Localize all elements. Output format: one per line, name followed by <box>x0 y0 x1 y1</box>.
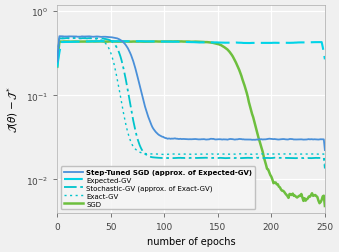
Line: Stochastic-GV (approx. of Exact-GV): Stochastic-GV (approx. of Exact-GV) <box>57 39 325 169</box>
Step-Tuned SGD (approx. of Expected-GV) <box>323 149 327 152</box>
Stochastic-GV (approx. of Exact-GV) <box>258 157 262 160</box>
SGD <box>215 43 219 46</box>
Exact-GV <box>237 153 241 156</box>
Exact-GV <box>57 37 61 40</box>
Expected-GV <box>218 42 222 45</box>
SGD <box>161 41 165 44</box>
Step-Tuned SGD (approx. of Expected-GV) <box>58 36 62 39</box>
Step-Tuned SGD (approx. of Expected-GV) <box>55 61 59 64</box>
Exact-GV <box>55 62 59 65</box>
Exact-GV <box>323 163 327 166</box>
Line: Step-Tuned SGD (approx. of Expected-GV): Step-Tuned SGD (approx. of Expected-GV) <box>57 37 325 150</box>
Stochastic-GV (approx. of Exact-GV) <box>215 157 219 160</box>
SGD <box>55 66 59 69</box>
Stochastic-GV (approx. of Exact-GV) <box>237 157 241 160</box>
Exact-GV <box>258 153 262 156</box>
Y-axis label: $\mathcal{J}(\theta) - \mathcal{J}^*$: $\mathcal{J}(\theta) - \mathcal{J}^*$ <box>5 86 20 133</box>
Expected-GV <box>139 41 143 44</box>
Step-Tuned SGD (approx. of Expected-GV) <box>215 138 219 141</box>
Stochastic-GV (approx. of Exact-GV) <box>72 37 76 40</box>
Expected-GV <box>55 67 59 70</box>
Stochastic-GV (approx. of Exact-GV) <box>161 157 165 160</box>
Line: Exact-GV: Exact-GV <box>57 39 325 165</box>
Stochastic-GV (approx. of Exact-GV) <box>178 157 182 160</box>
SGD <box>258 140 262 143</box>
SGD <box>178 41 182 44</box>
Expected-GV <box>237 42 241 45</box>
Step-Tuned SGD (approx. of Expected-GV) <box>218 138 222 141</box>
Stochastic-GV (approx. of Exact-GV) <box>218 157 222 160</box>
X-axis label: number of epochs: number of epochs <box>147 237 235 246</box>
Expected-GV <box>258 42 262 45</box>
Line: SGD: SGD <box>57 42 325 206</box>
Legend: Step-Tuned SGD (approx. of Expected-GV), Expected-GV, Stochastic-GV (approx. of : Step-Tuned SGD (approx. of Expected-GV),… <box>61 167 255 210</box>
Expected-GV <box>178 41 182 44</box>
SGD <box>218 44 222 47</box>
Step-Tuned SGD (approx. of Expected-GV) <box>161 136 165 139</box>
Exact-GV <box>218 153 222 156</box>
Expected-GV <box>215 42 219 45</box>
Stochastic-GV (approx. of Exact-GV) <box>55 62 59 66</box>
Stochastic-GV (approx. of Exact-GV) <box>323 167 327 170</box>
Expected-GV <box>323 58 327 61</box>
SGD <box>323 205 327 208</box>
Exact-GV <box>215 153 219 156</box>
SGD <box>109 41 113 44</box>
SGD <box>237 69 241 72</box>
Line: Expected-GV: Expected-GV <box>57 42 325 68</box>
Expected-GV <box>161 41 165 44</box>
Step-Tuned SGD (approx. of Expected-GV) <box>237 138 241 141</box>
Exact-GV <box>161 153 165 156</box>
Step-Tuned SGD (approx. of Expected-GV) <box>258 138 262 141</box>
Exact-GV <box>178 153 182 156</box>
Step-Tuned SGD (approx. of Expected-GV) <box>178 138 182 141</box>
